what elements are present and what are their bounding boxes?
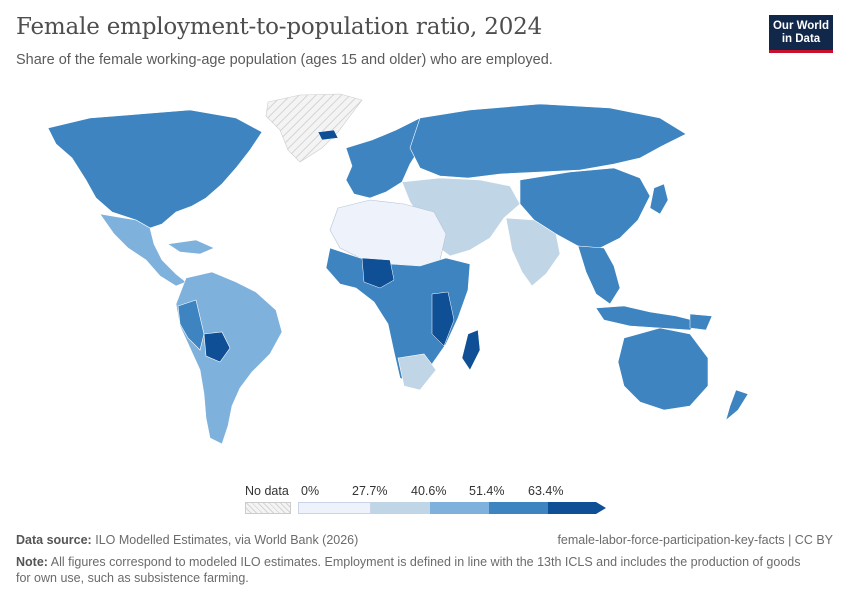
owid-logo[interactable]: Our World in Data — [769, 15, 833, 53]
region-greenland[interactable] — [265, 93, 363, 163]
region-north-america[interactable] — [47, 109, 263, 229]
legend-bin-4[interactable] — [489, 502, 548, 514]
legend-tick-1: 27.7% — [352, 484, 388, 498]
legend-tick-4: 63.4% — [528, 484, 564, 498]
legend-no-data-swatch[interactable] — [245, 502, 291, 514]
region-new-zealand[interactable] — [725, 389, 749, 421]
chart-subtitle: Share of the female working-age populati… — [16, 52, 553, 68]
legend-bin-1[interactable] — [298, 502, 371, 514]
region-caribbean[interactable] — [167, 239, 215, 255]
region-europe[interactable] — [345, 117, 431, 199]
region-australia[interactable] — [617, 327, 709, 411]
region-west-africa[interactable] — [361, 257, 395, 289]
legend-bin-3[interactable] — [430, 502, 489, 514]
region-southeast-asia[interactable] — [577, 245, 621, 305]
region-south-asia[interactable] — [505, 217, 561, 287]
legend-bin-5[interactable] — [548, 502, 596, 514]
region-east-africa[interactable] — [431, 291, 455, 347]
chart-title: Female employment-to-population ratio, 2… — [16, 14, 543, 40]
region-bolivia[interactable] — [203, 331, 231, 363]
region-central-america[interactable] — [99, 213, 187, 287]
legend-tick-3: 51.4% — [469, 484, 505, 498]
region-sub-saharan-africa[interactable] — [325, 247, 471, 385]
color-legend: No data 0% 27.7% 40.6% 51.4% 63.4% — [240, 482, 620, 522]
legend-bin-2[interactable] — [371, 502, 430, 514]
region-papua-new-guinea[interactable] — [689, 313, 713, 331]
region-south-america[interactable] — [175, 271, 283, 445]
source-text[interactable]: ILO Modelled Estimates, via World Bank (… — [95, 533, 359, 547]
footer-note: Note: All figures correspond to modeled … — [16, 554, 806, 586]
region-madagascar[interactable] — [461, 329, 481, 371]
region-japan[interactable] — [649, 183, 669, 215]
legend-tick-0: 0% — [301, 484, 320, 498]
logo-line-2: in Data — [781, 33, 821, 45]
footer-license[interactable]: female-labor-force-participation-key-fac… — [557, 533, 833, 547]
legend-tick-2: 40.6% — [411, 484, 447, 498]
world-map[interactable] — [0, 88, 850, 468]
logo-line-1: Our World — [772, 20, 829, 32]
region-southern-africa[interactable] — [397, 353, 437, 391]
legend-no-data-label: No data — [245, 484, 289, 498]
note-text: All figures correspond to modeled ILO es… — [16, 555, 801, 585]
footer-source: Data source: ILO Modelled Estimates, via… — [16, 533, 358, 547]
region-peru[interactable] — [177, 299, 205, 351]
note-label: Note: — [16, 555, 48, 569]
legend-arrow-icon — [596, 502, 606, 514]
region-indonesia[interactable] — [595, 305, 701, 331]
source-label: Data source: — [16, 533, 92, 547]
region-russia[interactable] — [409, 103, 687, 179]
region-iceland[interactable] — [317, 129, 339, 141]
